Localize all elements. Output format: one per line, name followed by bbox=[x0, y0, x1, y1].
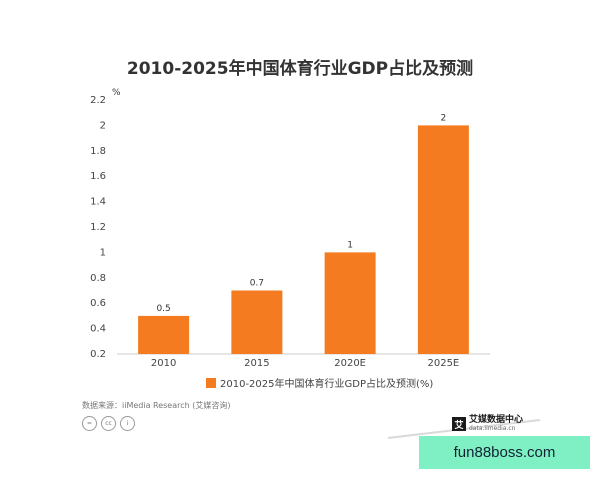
watermark-link[interactable]: fun88boss.com bbox=[419, 436, 590, 469]
brand-logo: 艾 艾媒数据中心 data.iimedia.cn bbox=[452, 416, 523, 432]
creative-commons-icon: cc bbox=[101, 416, 116, 431]
x-tick-label: 2010 bbox=[151, 358, 176, 369]
y-tick-label: 1.6 bbox=[90, 171, 106, 182]
y-tick-label: 1.8 bbox=[90, 146, 106, 157]
y-tick-label: 0.6 bbox=[90, 298, 106, 309]
bar-value-label: 0.7 bbox=[250, 279, 264, 289]
bar bbox=[324, 252, 376, 354]
y-tick-label: 2.2 bbox=[90, 95, 106, 106]
license-icons: = cc i bbox=[82, 416, 135, 431]
brand-swoosh bbox=[387, 419, 541, 439]
no-derivatives-icon: = bbox=[82, 416, 97, 431]
chart-title: 2010-2025年中国体育行业GDP占比及预测 bbox=[126, 59, 474, 79]
bar bbox=[138, 315, 190, 354]
bar-value-label: 1 bbox=[347, 240, 353, 250]
y-tick-label: 1.2 bbox=[90, 222, 106, 233]
y-tick-label: 1 bbox=[100, 247, 106, 258]
y-tick-label: 1.4 bbox=[90, 197, 106, 208]
legend-swatch bbox=[206, 377, 216, 388]
x-tick-label: 2015 bbox=[244, 358, 269, 369]
y-tick-label: 0.4 bbox=[90, 324, 106, 335]
x-tick-label: 2020E bbox=[334, 358, 366, 369]
bar-value-label: 0.5 bbox=[156, 304, 170, 314]
legend: 2010-2025年中国体育行业GDP占比及预测(%) bbox=[206, 375, 433, 390]
brand-mark-icon: 艾 bbox=[452, 417, 466, 431]
x-tick-label: 2025E bbox=[427, 358, 459, 369]
y-unit-label: % bbox=[112, 88, 121, 98]
data-source: 数据来源：iiMedia Research (艾媒咨询) bbox=[82, 401, 231, 410]
bar bbox=[417, 125, 469, 355]
legend-label: 2010-2025年中国体育行业GDP占比及预测(%) bbox=[220, 379, 434, 390]
y-tick-label: 0.8 bbox=[90, 273, 106, 284]
attribution-icon: i bbox=[120, 416, 135, 431]
y-tick-label: 0.2 bbox=[90, 349, 106, 360]
bar-value-label: 2 bbox=[441, 113, 447, 123]
bar bbox=[231, 290, 283, 354]
y-tick-label: 2 bbox=[100, 120, 106, 131]
brand-name: 艾媒数据中心 bbox=[469, 415, 524, 425]
brand-url: data.iimedia.cn bbox=[469, 425, 516, 432]
